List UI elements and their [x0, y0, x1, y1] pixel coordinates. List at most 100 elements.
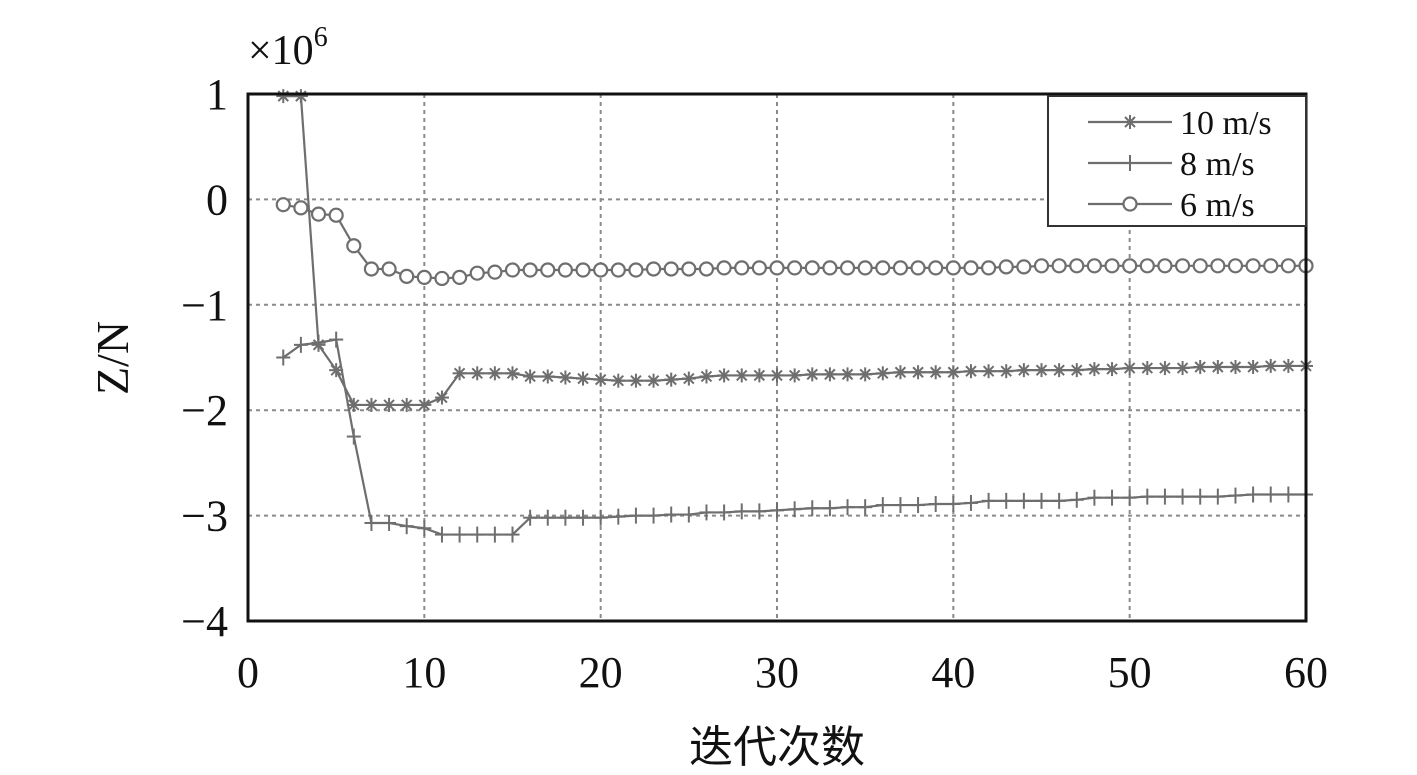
- marker-stroke: [418, 399, 431, 411]
- marker-circle: [504, 262, 521, 278]
- data-point: [893, 365, 908, 380]
- marker-circle: [716, 260, 732, 276]
- data-point: [1069, 363, 1084, 378]
- data-point: [858, 499, 873, 516]
- y-axis-label: Z/N: [87, 321, 138, 395]
- data-point: [840, 499, 855, 516]
- data-point: [540, 369, 555, 384]
- data-point: [805, 367, 820, 382]
- marker-stroke: [1000, 365, 1012, 377]
- marker-circle: [945, 260, 961, 276]
- data-point: [1034, 363, 1049, 378]
- data-point: [1122, 258, 1138, 274]
- data-point: [1104, 258, 1120, 274]
- data-point: [505, 366, 520, 381]
- data-point: [364, 397, 379, 412]
- data-point: [770, 502, 784, 519]
- marker-stroke: [1194, 361, 1206, 373]
- data-point: [487, 264, 503, 280]
- data-point: [681, 506, 696, 523]
- marker-circle: [663, 261, 679, 277]
- y-tick-label: 1: [206, 70, 228, 119]
- data-point: [434, 390, 449, 405]
- data-point: [328, 207, 344, 223]
- data-point: [1033, 258, 1050, 274]
- data-point: [329, 331, 344, 348]
- data-point: [1174, 258, 1191, 274]
- data-point: [1210, 359, 1225, 374]
- data-point: [999, 492, 1014, 509]
- data-point: [1016, 259, 1032, 275]
- data-point: [716, 260, 732, 276]
- marker-stroke: [894, 366, 907, 378]
- data-point: [663, 261, 679, 277]
- marker-stroke: [577, 372, 589, 385]
- data-point: [946, 365, 961, 380]
- data-point: [875, 366, 890, 381]
- marker-circle: [1033, 258, 1050, 274]
- marker-stroke: [436, 391, 448, 404]
- data-point: [522, 262, 538, 278]
- marker-circle: [1245, 258, 1261, 274]
- marker-circle: [1192, 258, 1208, 274]
- data-point: [364, 514, 379, 531]
- legend: 10 m/s 8 m/s 6 m/s: [1047, 95, 1307, 227]
- data-point: [928, 496, 943, 513]
- marker-circle: [1104, 258, 1120, 274]
- data-point: [346, 428, 361, 445]
- data-point: [875, 260, 891, 276]
- data-point: [769, 260, 785, 276]
- data-point: [610, 262, 626, 278]
- marker-stroke: [1176, 362, 1189, 374]
- data-point: [1016, 363, 1031, 378]
- marker-stroke: [453, 367, 466, 380]
- marker-circle: [293, 200, 309, 216]
- data-point: [1087, 489, 1102, 506]
- data-point: [1157, 488, 1172, 505]
- x-tick-label: 20: [579, 648, 623, 697]
- data-point: [1227, 258, 1244, 274]
- data-point: [557, 262, 574, 278]
- marker-stroke: [1053, 364, 1065, 376]
- data-point: [805, 500, 820, 517]
- marker-stroke: [1124, 116, 1136, 128]
- marker-stroke: [630, 374, 642, 387]
- marker-circle: [963, 260, 979, 276]
- data-point: [963, 364, 978, 379]
- marker-circle: [1069, 258, 1085, 274]
- data-point: [734, 368, 749, 383]
- marker-stroke: [365, 399, 378, 411]
- data-point: [504, 262, 521, 278]
- marker-stroke: [806, 368, 818, 381]
- marker-stroke: [1071, 364, 1083, 376]
- marker-circle: [1227, 258, 1244, 274]
- data-point: [1228, 359, 1243, 374]
- marker-circle: [610, 262, 626, 278]
- data-point: [840, 367, 855, 382]
- data-point: [416, 269, 432, 285]
- marker-circle: [1051, 258, 1067, 274]
- legend-marker: [1122, 196, 1138, 212]
- data-point: [381, 261, 397, 277]
- data-point: [981, 492, 996, 509]
- marker-circle: [522, 262, 538, 278]
- data-point: [681, 261, 697, 277]
- data-point: [1210, 258, 1226, 274]
- marker-stroke: [1018, 364, 1030, 376]
- marker-circle: [1086, 258, 1103, 274]
- legend-label: 6 m/s: [1180, 187, 1255, 224]
- marker-circle: [857, 260, 873, 276]
- data-point: [523, 509, 538, 526]
- data-point: [1140, 488, 1155, 505]
- marker-stroke: [524, 370, 536, 383]
- marker-circle: [469, 265, 485, 281]
- data-point: [1281, 486, 1296, 503]
- marker-stroke: [912, 366, 924, 378]
- data-point: [911, 497, 926, 514]
- data-point: [1087, 362, 1102, 377]
- marker-circle: [452, 269, 468, 285]
- marker-stroke: [489, 367, 501, 380]
- data-point: [1175, 488, 1190, 505]
- data-point: [751, 260, 767, 276]
- marker-stroke: [594, 373, 607, 386]
